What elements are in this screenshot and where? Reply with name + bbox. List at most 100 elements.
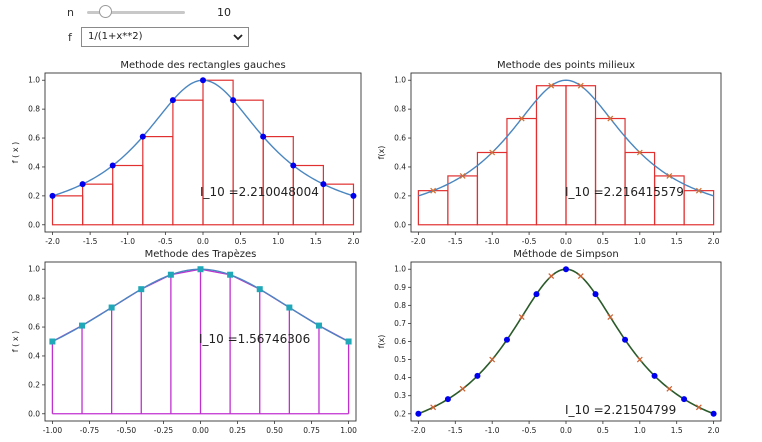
y-tick-label: 0.4 [28, 162, 40, 171]
midpoint-marker [636, 149, 643, 156]
integral-annotation: I_10 =2.21504799 [565, 403, 676, 417]
x-tick-label: 2.0 [708, 426, 720, 435]
x-tick-label: -2.0 [45, 237, 60, 246]
y-tick-label: 0.7 [394, 319, 406, 328]
function-select[interactable]: 1/(1+x**2) [81, 27, 249, 47]
x-tick-label: 1.00 [340, 426, 357, 435]
data-point [256, 286, 263, 293]
integral-annotation: I_10 =2.216415579 [565, 185, 684, 199]
x-tick-label: 0.75 [303, 426, 320, 435]
x-tick-label: 0.5 [597, 426, 609, 435]
y-tick-label: 0.6 [394, 134, 406, 143]
midpoint-marker [459, 172, 466, 179]
bar [653, 175, 685, 226]
bar [447, 175, 479, 226]
y-tick-label: 0.6 [28, 134, 40, 143]
midpoint-marker [695, 187, 702, 194]
n-slider-handle[interactable] [99, 5, 112, 18]
data-point [345, 338, 352, 345]
bar [683, 190, 715, 226]
n-slider[interactable] [87, 11, 185, 14]
function-curve [418, 79, 714, 197]
integral-annotation: I_10 =2.210048004 [200, 185, 319, 199]
node-point [415, 410, 422, 417]
x-tick-label: 0.25 [229, 426, 246, 435]
midpoint-marker [459, 385, 466, 392]
y-axis-label: f ( x ) [11, 331, 20, 352]
x-tick-label: 1.5 [310, 237, 322, 246]
y-axis-label: f(x) [377, 146, 386, 160]
x-tick-label: -1.0 [120, 237, 135, 246]
bar [202, 79, 234, 226]
x-tick-label: 1.5 [671, 237, 683, 246]
midpoint-marker [695, 404, 702, 411]
y-tick-label: 0.8 [394, 301, 406, 310]
x-tick-label: 1.5 [671, 426, 683, 435]
x-tick-label: -0.5 [158, 237, 173, 246]
x-tick-label: 0.50 [266, 426, 283, 435]
x-tick-label: -0.50 [117, 426, 137, 435]
midpoint-marker [548, 82, 555, 89]
x-tick-label: -1.5 [83, 237, 98, 246]
y-axis-label: f(x) [377, 335, 386, 349]
data-point [200, 77, 206, 84]
function-curve [418, 268, 714, 415]
data-point [320, 181, 327, 188]
y-tick-label: 0.4 [394, 373, 406, 382]
node-point [651, 372, 658, 379]
data-point [197, 266, 204, 273]
data-point [49, 192, 56, 199]
select-label: f [68, 31, 72, 44]
y-tick-label: 0.0 [394, 220, 406, 229]
data-point [138, 286, 145, 293]
data-point [167, 271, 174, 278]
axes-frame [44, 72, 362, 233]
bar [594, 117, 626, 226]
bar [322, 183, 355, 226]
y-tick-label: 0.2 [394, 191, 406, 200]
x-tick-label: 0.00 [192, 426, 209, 435]
y-tick-label: 0.9 [394, 283, 406, 292]
chart-title: Methode des rectangles gauches [120, 60, 285, 71]
y-tick-label: 1.0 [28, 76, 40, 85]
midpoint-marker [518, 314, 525, 321]
midpoint-marker [577, 273, 584, 280]
x-tick-label: 1.0 [272, 237, 284, 246]
node-point [444, 396, 451, 403]
axes-frame [410, 72, 722, 233]
bar [112, 164, 144, 226]
chart-title: Methode des Trapèzes [145, 248, 257, 260]
slider-label: n [67, 6, 74, 19]
x-tick-label: -2.0 [411, 237, 426, 246]
chevron-down-icon [233, 34, 243, 41]
bar [262, 136, 294, 226]
chart-panel-1: Methode des rectangles gauches f ( x ) -2.… [11, 60, 362, 246]
data-point [169, 97, 176, 104]
chart-title: Methode des points milieux [497, 60, 635, 71]
midpoint-marker [430, 404, 437, 411]
axes-frame [410, 261, 722, 422]
data-point [315, 322, 322, 329]
y-tick-label: 0.2 [28, 380, 40, 389]
x-tick-label: -1.0 [485, 426, 500, 435]
y-tick-label: 0.4 [394, 162, 406, 171]
controls-panel: n 10 f 1/(1+x**2) [0, 0, 762, 58]
x-tick-label: 2.0 [708, 237, 720, 246]
midpoint-marker [430, 187, 437, 194]
bar [82, 183, 114, 226]
x-tick-label: 0.5 [597, 237, 609, 246]
y-tick-label: 1.0 [28, 265, 40, 274]
node-point [592, 291, 599, 298]
x-tick-label: -0.5 [522, 426, 537, 435]
node-point [622, 336, 629, 343]
data-point [79, 322, 86, 329]
data-point [109, 162, 116, 169]
axes-frame [44, 261, 357, 422]
y-tick-label: 0.5 [394, 355, 406, 364]
y-tick-label: 0.3 [394, 391, 406, 400]
bar [535, 85, 567, 226]
chart-panel-2: Methode des points milieux f(x) -2.0 -1.5 -1… [377, 60, 722, 246]
midpoint-marker [636, 356, 643, 363]
integral-annotation: I_10 =1.56746306 [199, 332, 310, 346]
bar [172, 99, 204, 226]
